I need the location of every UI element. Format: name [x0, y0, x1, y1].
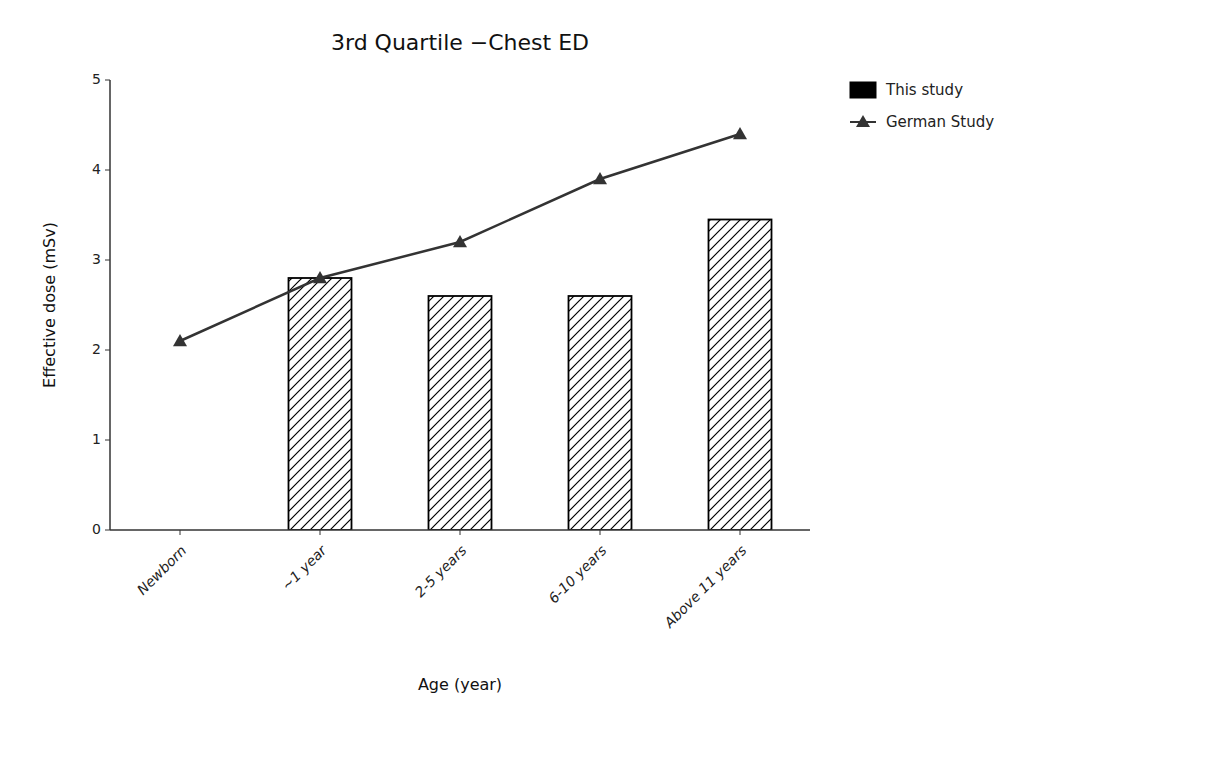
y-tick-label: 3: [92, 251, 101, 267]
x-tick: [740, 530, 741, 535]
marker: [313, 271, 327, 283]
y-tick: [105, 170, 110, 171]
marker: [593, 172, 607, 184]
x-tick-label: ~1 year: [278, 541, 330, 593]
y-axis-label: Effective dose (mSv): [40, 222, 59, 388]
x-tick: [600, 530, 601, 535]
legend-label: German Study: [886, 113, 994, 131]
bar: [429, 296, 492, 530]
x-tick-label: 2-5 years: [412, 542, 470, 600]
bar: [289, 278, 352, 530]
x-tick: [460, 530, 461, 535]
bar: [569, 296, 632, 530]
y-tick: [105, 440, 110, 441]
chart: 0 1 2 3 4 5 Newborn ~1 year 2-5 years 6-10 years A…: [0, 0, 1211, 761]
marks: [173, 127, 772, 530]
legend: This study German Study: [850, 81, 994, 131]
y-tick-label: 1: [92, 431, 101, 447]
x-tick-label: Newborn: [134, 542, 190, 598]
y-tick: [105, 80, 110, 81]
legend-label: This study: [885, 81, 963, 99]
legend-swatch: [850, 82, 876, 98]
legend-marker: [856, 115, 870, 127]
y-tick: [105, 350, 110, 351]
marker: [173, 334, 187, 346]
y-tick-label: 4: [92, 161, 101, 177]
y-tick: [105, 530, 110, 531]
x-tick-label: Above 11 years: [660, 542, 749, 631]
y-tick-label: 0: [92, 521, 101, 537]
line: [180, 134, 740, 341]
x-tick-label: 6-10 years: [545, 542, 609, 606]
y-tick: [105, 260, 110, 261]
marker: [453, 235, 467, 247]
y-tick-label: 2: [92, 341, 101, 357]
x-axis-label: Age (year): [418, 675, 502, 694]
x-tick: [320, 530, 321, 535]
y-axis-line: [109, 80, 111, 530]
x-tick: [180, 530, 181, 535]
title: 3rd Quartile −Chest ED: [331, 30, 589, 55]
y-tick-label: 5: [92, 71, 101, 87]
bar: [709, 220, 772, 531]
marker: [733, 127, 747, 139]
